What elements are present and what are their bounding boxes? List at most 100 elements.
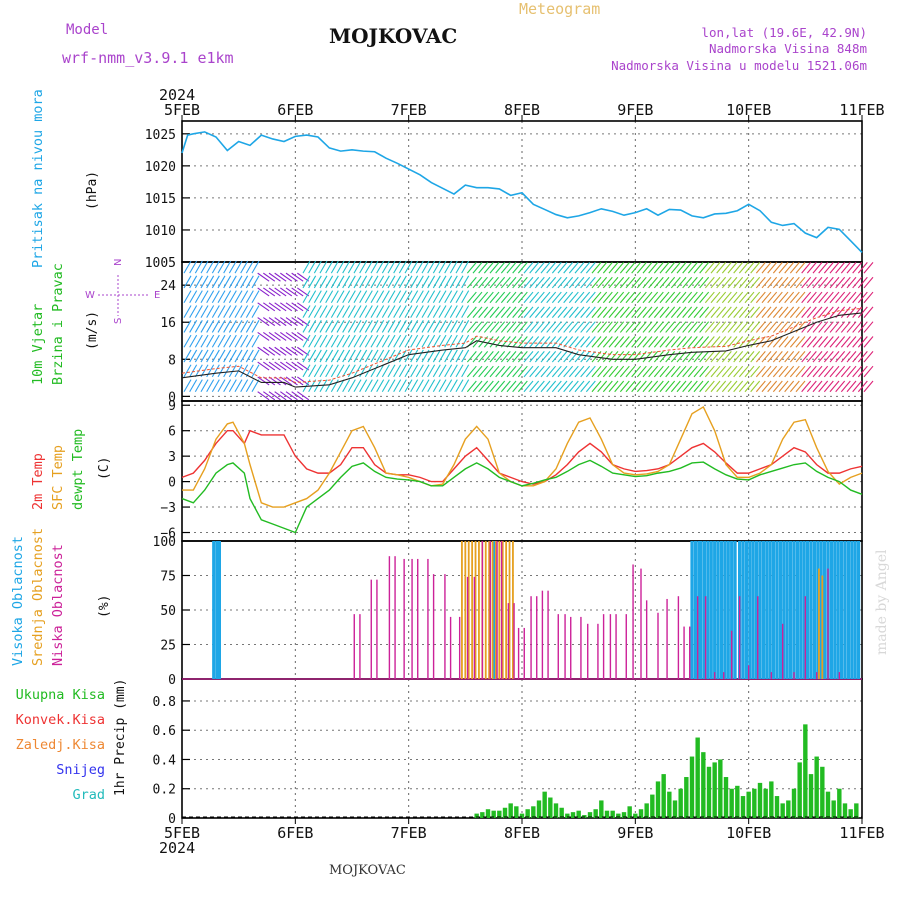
- wind-barb: [189, 364, 198, 378]
- wind-barb: [308, 349, 317, 363]
- wind-barb: [591, 291, 602, 304]
- low-cloud-title: Niska Oblacnost: [50, 544, 66, 666]
- wind-barb: [297, 391, 310, 401]
- wind-barb: [608, 351, 619, 363]
- wind-barb: [614, 262, 625, 274]
- year-top: 2024: [159, 86, 195, 104]
- wind-barb: [427, 305, 436, 318]
- wind-barb: [347, 364, 356, 378]
- cloud-bar: [723, 672, 725, 679]
- wind-barb: [829, 380, 840, 393]
- wind-barb: [789, 351, 800, 363]
- wind-barb: [676, 306, 687, 318]
- wind-barb: [716, 306, 727, 318]
- wind-barb: [840, 306, 851, 318]
- wind-barbs: [183, 260, 874, 401]
- wind-barb: [410, 364, 419, 378]
- wind-barb: [461, 334, 470, 348]
- wind-barb: [217, 379, 226, 393]
- compass-w: W: [85, 290, 95, 301]
- wind-barb: [432, 275, 441, 289]
- wind-barb: [523, 291, 534, 304]
- wind-barb: [846, 306, 857, 318]
- wind-barb: [761, 380, 772, 393]
- wind-barb: [772, 336, 783, 348]
- wind-barb: [733, 306, 744, 318]
- wind-barb: [325, 305, 334, 318]
- precip-bar: [712, 762, 717, 818]
- wind-barb: [427, 379, 436, 393]
- wind-barb: [846, 365, 857, 378]
- wind-barb: [863, 321, 874, 333]
- wind-barb: [716, 276, 727, 289]
- wind-barb: [772, 262, 783, 274]
- wind-barb: [228, 364, 237, 378]
- wind-barb: [801, 365, 812, 378]
- wind-barb: [517, 351, 528, 363]
- wind-barb: [319, 364, 328, 378]
- precip-legend: Ukupna Kisa Konvek.Kisa Zaledj.Kisa Snijeg G…: [16, 687, 105, 803]
- wind-barb: [704, 365, 715, 378]
- wind-barb: [818, 321, 829, 333]
- wind-barb: [319, 275, 328, 289]
- wind-barb: [489, 291, 500, 304]
- wind-barb: [483, 306, 494, 318]
- wind-barb: [342, 275, 351, 289]
- cloud-bar: [541, 590, 544, 679]
- wind-barb: [574, 306, 585, 318]
- wind-barb: [325, 260, 334, 274]
- wind-barb: [461, 320, 470, 333]
- precip-bar: [514, 806, 519, 818]
- wind-barb: [568, 380, 579, 393]
- cloud-bar: [427, 558, 429, 679]
- cloud-bar: [838, 672, 841, 679]
- wind-barb: [835, 351, 846, 363]
- wind-barb: [285, 272, 298, 282]
- y-tick-label: 6: [168, 425, 176, 440]
- wind-barb: [200, 334, 209, 348]
- wind-barb: [625, 351, 636, 363]
- wind-barb: [676, 365, 687, 378]
- wind-barb: [602, 276, 613, 289]
- cloud-bar: [461, 541, 463, 679]
- wind-barb: [614, 291, 625, 304]
- wind-barb: [313, 320, 322, 333]
- wind-barb: [313, 275, 322, 289]
- wind-barb: [733, 321, 744, 333]
- wind-barb: [342, 260, 351, 274]
- cloud-bar: [716, 541, 720, 679]
- wind-barb: [767, 380, 778, 393]
- wind-barb: [744, 380, 755, 393]
- wind-barb: [840, 351, 851, 363]
- wind-barb: [251, 260, 260, 274]
- wind-barb: [245, 334, 254, 348]
- wind-barb: [280, 272, 293, 282]
- precip-bar: [661, 774, 666, 818]
- cloud-bar: [823, 541, 827, 679]
- wind-barb: [472, 365, 483, 378]
- wind-barb: [364, 260, 373, 274]
- wind-barb: [438, 349, 447, 363]
- cloud-bar: [507, 603, 510, 679]
- wind-barb: [432, 379, 441, 393]
- wind-barb: [682, 365, 693, 378]
- wind-barb: [325, 290, 334, 304]
- wind-barb: [551, 380, 562, 393]
- wind-barb: [812, 351, 823, 363]
- wind-barb: [347, 379, 356, 393]
- wind-barb: [325, 349, 334, 363]
- precip-bar: [587, 812, 593, 818]
- wind-barb: [393, 305, 402, 318]
- precip-legend-item: Grad: [72, 787, 105, 803]
- wind-barb: [648, 336, 659, 348]
- wind-barb: [693, 351, 704, 363]
- wind-barb: [268, 287, 281, 297]
- wind-barb: [721, 336, 732, 348]
- wind-barb: [455, 260, 464, 274]
- wind-barb: [263, 391, 276, 401]
- wind-barb: [370, 334, 379, 348]
- wind-barb: [381, 260, 390, 274]
- precip-bar: [570, 812, 576, 818]
- wind-barb: [602, 365, 613, 378]
